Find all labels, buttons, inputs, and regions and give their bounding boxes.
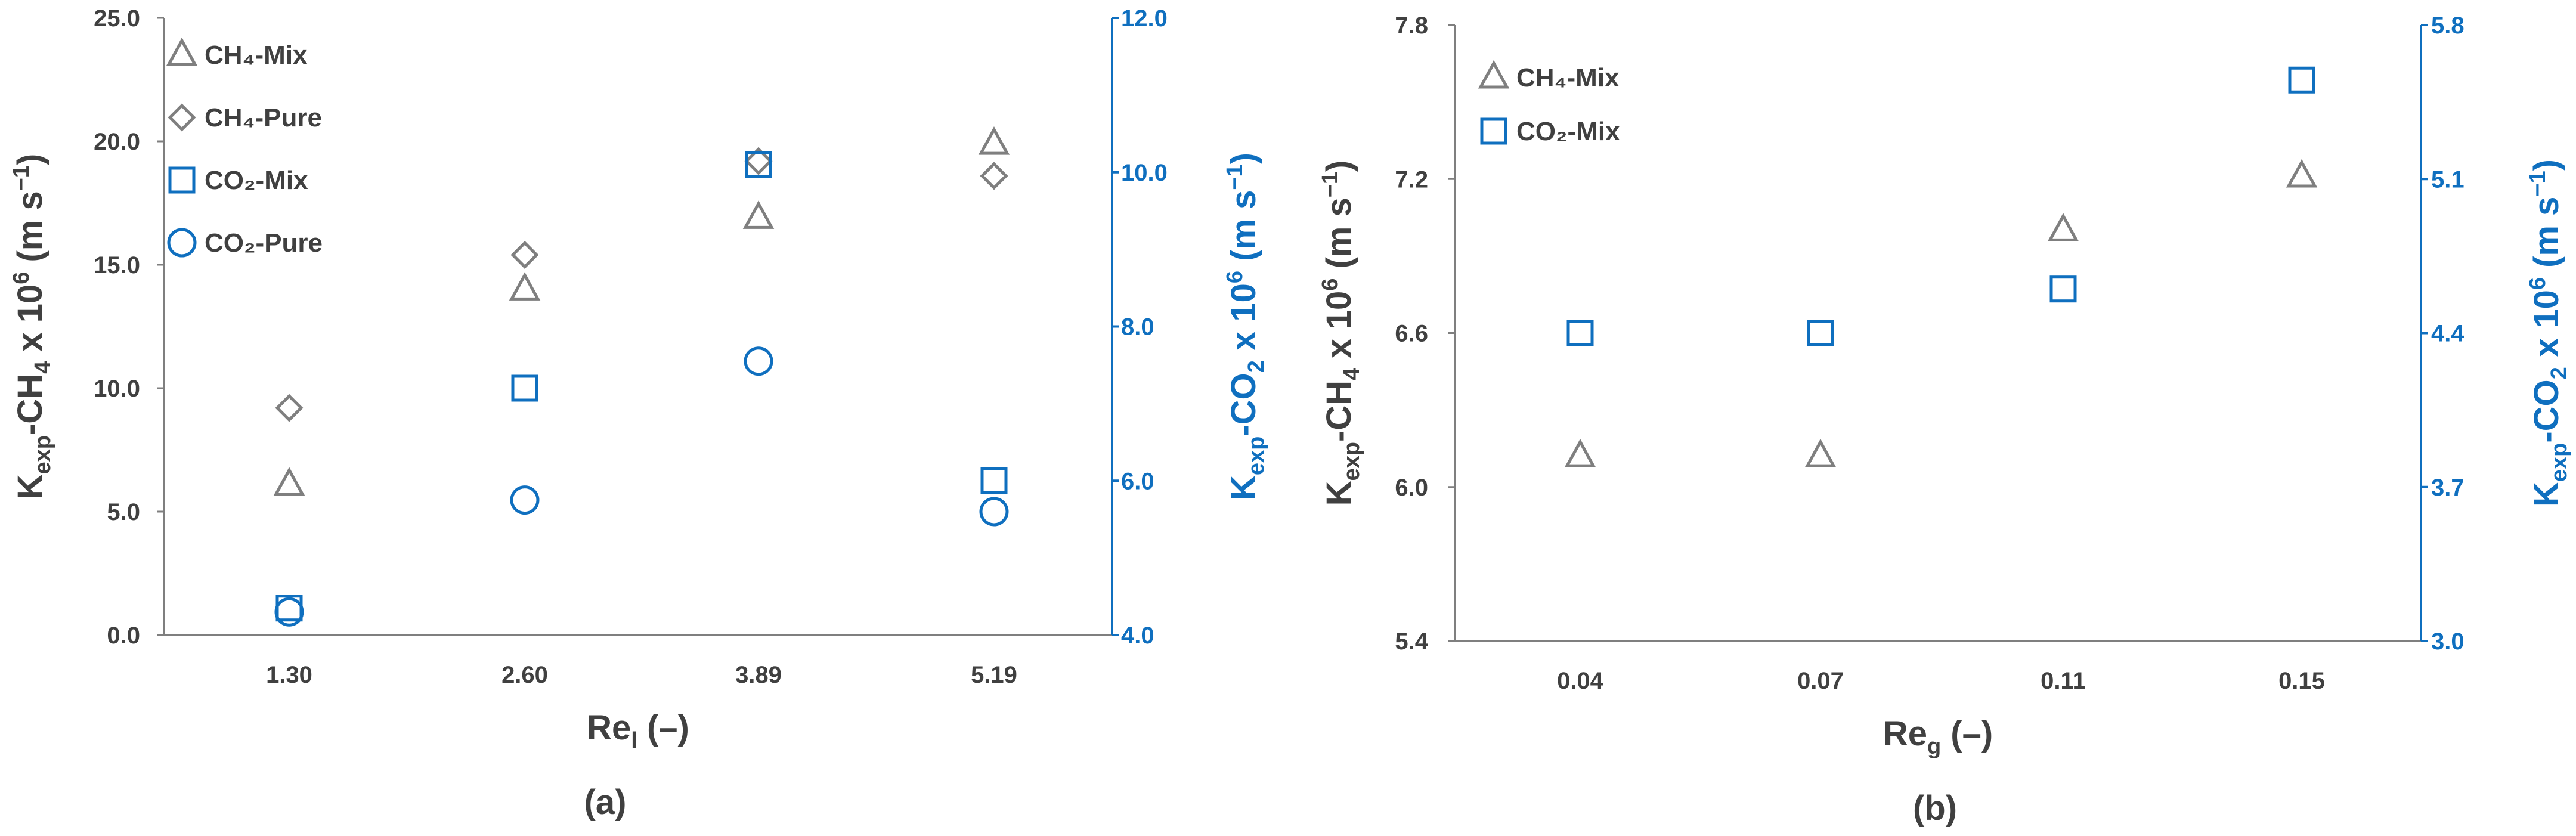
- right-y-tick-label: 3.0: [2431, 628, 2464, 655]
- left-y-tick-label: 10.0: [94, 376, 140, 402]
- left-y-axis-title: Kexp-CH4 x 106 (m s−1): [1318, 160, 1364, 506]
- legend-marker-square: [1480, 117, 1507, 145]
- right-y-tick-label: 8.0: [1121, 314, 1154, 340]
- chart-a: 0.0 5.0 10.0 15.0 20.0 25.0 4.0 6.0 8.0 10.0 12.0 1…: [9, 5, 1269, 822]
- right-y-tick-label: 3.7: [2431, 475, 2464, 501]
- x-axis-title: Rel (–): [587, 708, 689, 753]
- x-tick-label: 0.15: [2278, 668, 2325, 694]
- legend-marker-diamond: [168, 103, 196, 132]
- panel-caption: (b): [1913, 789, 1957, 828]
- data-point-triangle: [1564, 438, 1596, 467]
- legend-marker-circle: [167, 228, 197, 258]
- legend-marker-triangle: [1478, 60, 1510, 89]
- data-point-circle: [274, 597, 304, 627]
- right-y-tick-label: 4.4: [2431, 321, 2464, 347]
- data-point-square: [2288, 66, 2315, 94]
- x-tick-label: 0.07: [1797, 668, 1844, 694]
- data-point-diamond: [510, 240, 539, 269]
- legend-label: CO₂-Pure: [205, 228, 323, 258]
- legend-label: CH₄-Mix: [1516, 63, 1620, 92]
- data-point-triangle: [1804, 438, 1837, 467]
- data-point-square: [2049, 275, 2077, 303]
- data-point-triangle: [273, 467, 305, 496]
- data-point-triangle: [978, 126, 1010, 155]
- left-y-tick-label: 6.6: [1395, 321, 1428, 347]
- data-point-triangle: [509, 272, 541, 301]
- legend-marker-triangle: [166, 37, 198, 66]
- data-point-square: [1807, 320, 1834, 346]
- left-y-axis-title: Kexp-CH4 x 106 (m s−1): [9, 154, 55, 500]
- left-y-tick-label: 0.0: [107, 623, 140, 649]
- data-point-diamond: [275, 394, 304, 422]
- x-tick-label: 3.89: [735, 662, 782, 688]
- data-point-triangle: [2286, 159, 2318, 188]
- data-point-square: [980, 467, 1008, 494]
- data-point-triangle: [742, 200, 775, 229]
- right-y-tick-label: 12.0: [1121, 5, 1168, 32]
- left-y-tick-label: 5.4: [1395, 628, 1428, 655]
- x-tick-label: 0.11: [2041, 668, 2086, 694]
- x-tick-label: 0.04: [1557, 668, 1604, 694]
- panel-caption: (a): [584, 783, 627, 822]
- right-y-tick-label: 5.1: [2431, 166, 2464, 193]
- x-tick-label: 5.19: [971, 662, 1017, 688]
- right-y-axis-title: Kexp-CO2 x 106 (m s−1): [2525, 159, 2572, 507]
- left-y-tick-label: 15.0: [94, 252, 140, 278]
- left-y-tick-label: 5.0: [107, 499, 140, 525]
- data-point-square: [745, 151, 772, 178]
- data-point-square: [511, 374, 538, 402]
- data-point-square: [1566, 320, 1594, 346]
- data-point-diamond: [980, 162, 1008, 190]
- x-tick-label: 1.30: [266, 662, 312, 688]
- left-y-tick-label: 20.0: [94, 129, 140, 155]
- series-triangle: [1564, 159, 2318, 467]
- x-tick-label: 2.60: [501, 662, 548, 688]
- series-square: [1566, 66, 2315, 346]
- series-triangle: [273, 126, 1010, 496]
- right-y-axis-title: Kexp-CO2 x 106 (m s−1): [1222, 153, 1269, 500]
- right-y-tick-label: 6.0: [1121, 468, 1154, 494]
- legend-label: CO₂-Mix: [205, 166, 308, 195]
- series-square: [275, 151, 1008, 622]
- data-point-circle: [979, 497, 1009, 527]
- data-point-diamond: [744, 147, 773, 175]
- left-y-tick-label: 25.0: [94, 5, 140, 32]
- series-circle: [274, 346, 1009, 627]
- series-diamond: [275, 147, 1008, 422]
- chart-b: 5.4 6.0 6.6 7.2 7.8 3.0 3.7 4.4 5.1 5.8 0.04 0.07 0.…: [1318, 13, 2572, 828]
- x-axis-title: Reg (–): [1883, 714, 1993, 759]
- legend-label: CH₄-Mix: [205, 41, 308, 70]
- legend-label: CH₄-Pure: [205, 103, 322, 132]
- left-y-tick-label: 6.0: [1395, 475, 1428, 501]
- right-y-tick-label: 5.8: [2431, 13, 2464, 39]
- data-point-triangle: [2047, 213, 2079, 241]
- left-y-tick-label: 7.8: [1395, 13, 1428, 39]
- right-y-tick-label: 4.0: [1121, 623, 1154, 649]
- left-y-tick-label: 7.2: [1395, 166, 1428, 193]
- legend-label: CO₂-Mix: [1516, 117, 1620, 146]
- legend-marker-square: [168, 166, 196, 194]
- data-point-circle: [744, 346, 773, 376]
- data-point-circle: [510, 485, 540, 515]
- right-y-tick-label: 10.0: [1121, 160, 1168, 186]
